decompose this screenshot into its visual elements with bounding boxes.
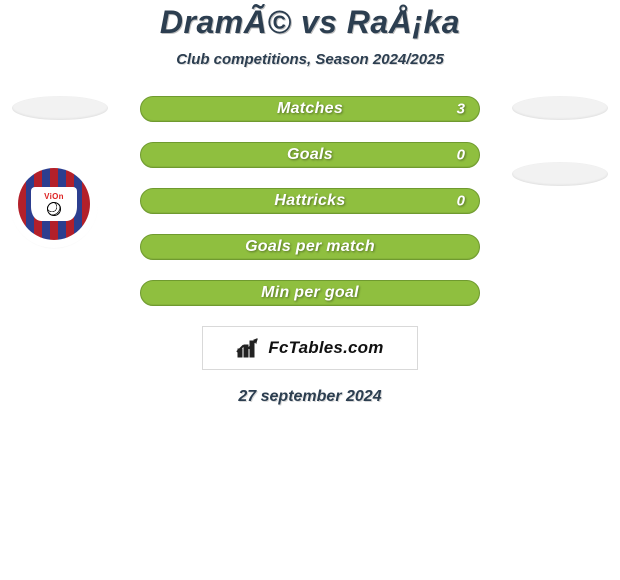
stat-value: 0 (457, 193, 465, 210)
stat-label: Matches (277, 100, 343, 118)
club-badge-vion: ViOn (12, 162, 96, 246)
stat-row: Hattricks 0 (140, 188, 480, 214)
stat-value: 3 (457, 101, 465, 118)
team-logo-placeholder (512, 96, 608, 120)
stat-label: Min per goal (261, 284, 359, 302)
competition-subtitle: Club competitions, Season 2024/2025 (0, 51, 620, 68)
left-team-column: ViOn (12, 96, 108, 246)
stat-row: Goals per match (140, 234, 480, 260)
brand-box[interactable]: FcTables.com (202, 326, 418, 370)
stats-area: ViOn Matches 3 Goals 0 Hattricks 0 Goals per m… (0, 96, 620, 306)
stat-value: 0 (457, 147, 465, 164)
snapshot-date: 27 september 2024 (0, 388, 620, 406)
soccer-ball-icon (47, 202, 61, 216)
stat-rows: Matches 3 Goals 0 Hattricks 0 Goals per match M… (140, 96, 480, 306)
stat-label: Goals (287, 146, 333, 164)
right-team-column (512, 96, 608, 186)
page-title: DramÃ© vs RaÅ¡ka (0, 0, 620, 41)
club-badge-label: ViOn (44, 192, 64, 201)
stat-label: Goals per match (245, 238, 375, 256)
stats-card: { "title": { "text": "DramÃ© vs RaÅ¡ka",… (0, 0, 620, 580)
brand-text: FcTables.com (268, 338, 383, 358)
stat-label: Hattricks (274, 192, 345, 210)
team-logo-placeholder (12, 96, 108, 120)
stat-row: Matches 3 (140, 96, 480, 122)
stat-row: Min per goal (140, 280, 480, 306)
bar-chart-icon (236, 337, 262, 359)
team-logo-placeholder (512, 162, 608, 186)
stat-row: Goals 0 (140, 142, 480, 168)
